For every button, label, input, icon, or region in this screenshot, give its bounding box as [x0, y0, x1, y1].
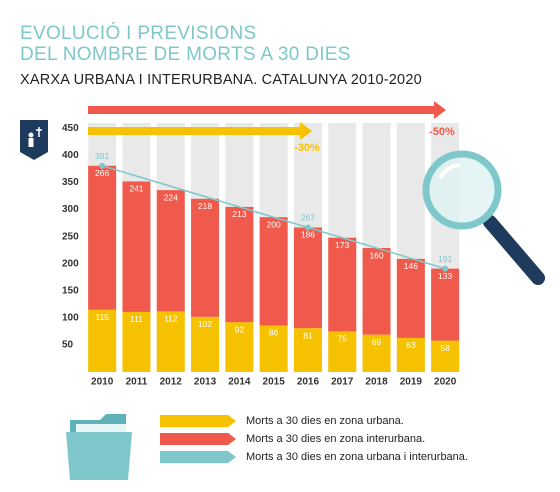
legend-swatch [160, 433, 236, 445]
bar-segment [88, 165, 117, 310]
x-tick-label: 2018 [365, 377, 388, 388]
value-label: 146 [404, 261, 418, 271]
annotation: -30% [294, 142, 320, 154]
x-tick-label: 2011 [126, 377, 148, 388]
y-tick-label: 50 [62, 340, 74, 351]
y-tick-label: 450 [62, 123, 79, 134]
magnifier-icon [422, 150, 545, 285]
trend-arrow [300, 122, 312, 140]
bar-segment [156, 190, 185, 312]
value-label: 266 [95, 168, 109, 178]
bar-segment [328, 331, 357, 372]
value-label: 86 [269, 328, 279, 338]
bar-segment [396, 337, 425, 372]
bar-segment [259, 217, 288, 326]
value-label: 160 [369, 250, 383, 260]
value-label: 92 [235, 324, 245, 334]
value-label: 111 [130, 314, 143, 324]
bar-segment [88, 309, 117, 372]
value-label: 102 [198, 319, 212, 329]
chart-title: DEL NOMBRE DE MORTS A 30 DIES [20, 44, 351, 65]
bar-segment [362, 248, 391, 335]
value-label: 112 [164, 314, 178, 324]
legend-label: Morts a 30 dies en zona urbana. [246, 415, 404, 427]
y-tick-label: 350 [62, 177, 79, 188]
line-point [304, 224, 311, 231]
bar-segment [122, 311, 151, 372]
value-label: 133 [438, 271, 452, 281]
bar-segment [293, 227, 322, 329]
x-tick-label: 2019 [400, 377, 423, 388]
bar-segment [259, 325, 288, 372]
value-label: 58 [440, 343, 450, 353]
x-tick-label: 2013 [194, 377, 217, 388]
line-point [99, 162, 106, 169]
folder-icon [66, 414, 132, 480]
x-tick-label: 2012 [160, 377, 183, 388]
value-label: 381 [95, 151, 109, 161]
x-tick-label: 2010 [91, 377, 114, 388]
bar-segment [396, 258, 425, 338]
trend-arrow [434, 101, 446, 119]
legend-label: Morts a 30 dies en zona urbana i interur… [246, 451, 468, 463]
bar-segment [431, 340, 460, 372]
value-label: 75 [338, 334, 348, 344]
value-label: 115 [95, 312, 109, 322]
y-tick-label: 150 [62, 285, 79, 296]
chart-subtitle: XARXA URBANA I INTERURBANA. CATALUNYA 20… [20, 72, 422, 88]
bar-segment [431, 268, 460, 341]
x-tick-label: 2014 [228, 377, 251, 388]
value-label: 81 [303, 330, 313, 340]
value-label: 186 [301, 230, 315, 240]
trend-arrow [88, 127, 300, 135]
value-label: 173 [335, 240, 349, 250]
value-label: 218 [198, 201, 212, 211]
legend-label: Morts a 30 dies en zona interurbana. [246, 433, 425, 445]
bar-segment [156, 311, 185, 372]
bar-segment [191, 316, 220, 372]
bar-segment [328, 237, 357, 332]
y-tick-label: 400 [62, 150, 79, 161]
value-label: 213 [232, 209, 246, 219]
legend-swatch [160, 451, 236, 463]
chart-title: EVOLUCIÓ I PREVISIONS [20, 22, 256, 44]
y-tick-label: 200 [62, 258, 79, 269]
x-tick-label: 2016 [297, 377, 320, 388]
x-tick-label: 2017 [331, 377, 354, 388]
bar-segment [225, 322, 254, 372]
bar-segment [191, 198, 220, 317]
value-label: 224 [164, 192, 178, 202]
x-tick-label: 2015 [263, 377, 286, 388]
x-tick-label: 2020 [434, 377, 457, 388]
annotation: -50% [429, 126, 455, 138]
trend-arrow [88, 106, 434, 114]
bar-segment [362, 334, 391, 372]
value-label: 241 [129, 184, 143, 194]
y-tick-label: 300 [62, 204, 79, 215]
value-label: 200 [267, 219, 281, 229]
y-tick-label: 250 [62, 231, 79, 242]
value-label: 69 [372, 337, 382, 347]
line-point [442, 265, 449, 272]
value-label: 191 [438, 254, 452, 264]
y-tick-label: 100 [62, 313, 79, 324]
bar-segment [122, 181, 151, 312]
value-label: 267 [301, 213, 315, 223]
bar-segment [225, 206, 254, 323]
bar-segment [293, 328, 322, 372]
legend-swatch [160, 415, 236, 427]
shield-icon [20, 120, 48, 160]
value-label: 63 [406, 340, 416, 350]
